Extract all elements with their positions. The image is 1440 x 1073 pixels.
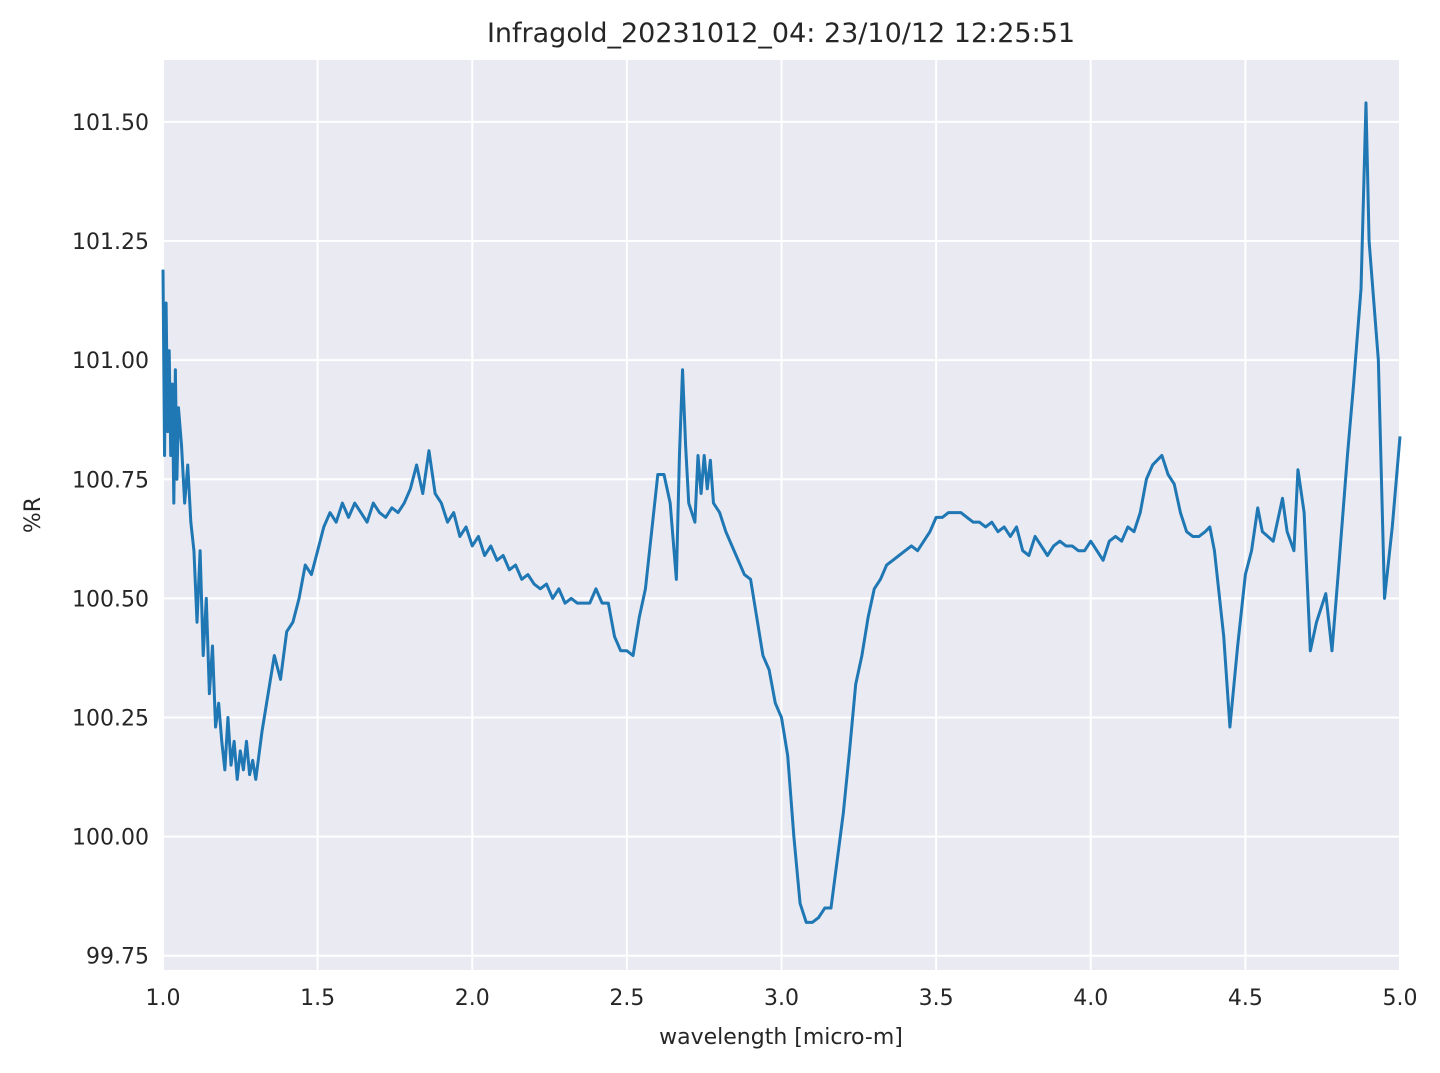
x-tick-label: 3.5 xyxy=(919,986,954,1011)
x-tick-label: 4.0 xyxy=(1073,986,1108,1011)
x-tick-label: 5.0 xyxy=(1383,986,1418,1011)
x-tick-label: 4.5 xyxy=(1228,986,1263,1011)
chart-title: Infragold_20231012_04: 23/10/12 12:25:51 xyxy=(487,18,1075,49)
x-tick-label: 2.5 xyxy=(609,986,644,1011)
x-tick-label: 2.0 xyxy=(455,986,490,1011)
y-tick-label: 100.50 xyxy=(72,587,149,612)
y-tick-label: 99.75 xyxy=(86,945,149,970)
y-tick-label: 101.50 xyxy=(72,111,149,136)
x-tick-label: 1.0 xyxy=(146,986,181,1011)
y-tick-label: 100.00 xyxy=(72,826,149,851)
y-tick-label: 100.75 xyxy=(72,468,149,493)
y-tick-label: 101.00 xyxy=(72,349,149,374)
y-tick-label: 100.25 xyxy=(72,706,149,731)
x-tick-label: 3.0 xyxy=(764,986,799,1011)
data-line xyxy=(161,101,1402,924)
y-axis-label: %R xyxy=(21,497,46,533)
x-tick-label: 1.5 xyxy=(300,986,335,1011)
y-tick-label: 101.25 xyxy=(72,230,149,255)
x-axis-label: wavelength [micro-m] xyxy=(659,1025,903,1050)
